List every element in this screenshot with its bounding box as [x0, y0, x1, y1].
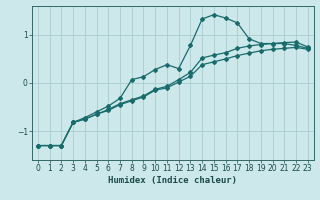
X-axis label: Humidex (Indice chaleur): Humidex (Indice chaleur) [108, 176, 237, 185]
